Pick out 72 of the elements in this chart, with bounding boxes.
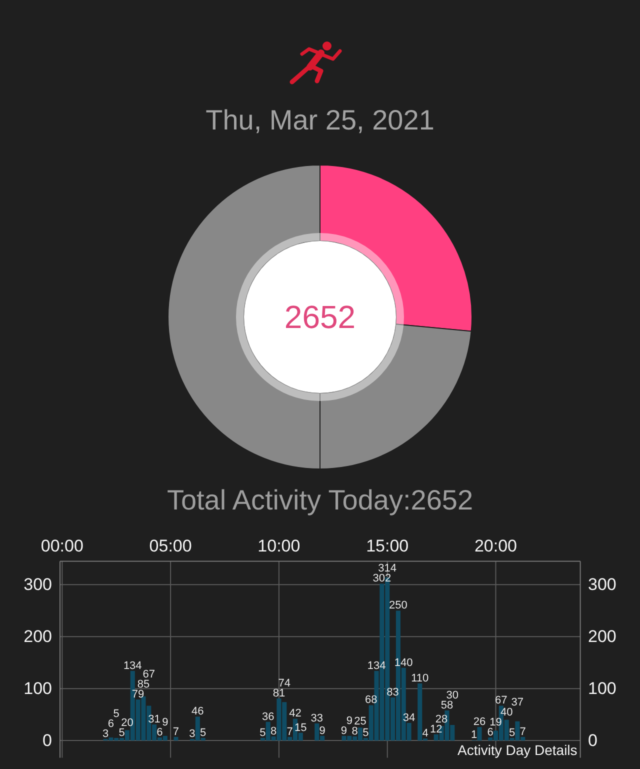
y2-tick-label: 100 <box>588 679 616 698</box>
y-tick-label: 100 <box>24 679 52 698</box>
data-label: 4 <box>422 727 428 740</box>
data-label: 7 <box>172 726 180 738</box>
data-label: 1 <box>471 729 478 742</box>
data-label: 68 <box>364 694 378 706</box>
data-label: 36 <box>262 710 274 723</box>
data-label: 7 <box>286 726 293 738</box>
data-label: 25 <box>354 715 366 728</box>
x-tick-label: 05:00 <box>149 536 192 556</box>
data-label: 81 <box>272 687 286 700</box>
x-tick-label: 10:00 <box>258 536 300 556</box>
annotation: Activity Day Details <box>457 742 578 758</box>
data-label: 8 <box>352 725 358 738</box>
data-label: 302 <box>372 572 392 585</box>
data-label: 8 <box>270 725 277 738</box>
text: 2652 <box>284 299 356 335</box>
data-label: 30 <box>446 689 459 702</box>
data-label: 83 <box>386 686 399 698</box>
data-label: 7 <box>520 726 526 738</box>
data-label: 5 <box>260 726 266 739</box>
data-label: 134 <box>367 660 386 672</box>
data-label: 140 <box>394 656 413 669</box>
data-label: 46 <box>192 706 204 718</box>
data-label: 40 <box>500 706 513 718</box>
data-label: 110 <box>411 672 429 684</box>
y2-tick-label: 300 <box>588 575 616 594</box>
data-label: 79 <box>132 688 144 701</box>
x-tick-label: 00:00 <box>40 536 84 556</box>
data-label: 85 <box>137 678 150 691</box>
y-tick-label: 200 <box>24 627 52 646</box>
data-label: 314 <box>378 562 397 575</box>
y2-tick-label: 0 <box>588 731 598 750</box>
data-label: 15 <box>294 722 307 734</box>
text: Total Activity Today:2652 <box>166 484 474 516</box>
data-label: 5 <box>113 708 120 720</box>
data-label: 37 <box>511 696 524 708</box>
data-label: 6 <box>487 726 494 738</box>
data-label: 5 <box>508 726 516 739</box>
x-tick-label: 15:00 <box>366 536 409 556</box>
x-tick-label: 20:00 <box>474 536 518 556</box>
data-label: 5 <box>200 726 206 739</box>
data-label: 5 <box>118 726 125 739</box>
data-label: 42 <box>289 708 302 720</box>
data-label: 6 <box>156 726 163 738</box>
data-label: 26 <box>473 716 486 728</box>
chart-title: Thu, Mar 25, 2021 <box>206 104 434 136</box>
data-label: 74 <box>278 677 291 690</box>
data-label: 9 <box>162 716 168 728</box>
data-label: 20 <box>121 716 134 729</box>
data-label: 19 <box>490 716 502 728</box>
data-label: 9 <box>346 714 352 727</box>
data-label: 3 <box>102 728 109 740</box>
data-label: 31 <box>148 713 160 726</box>
y-tick-label: 300 <box>24 575 52 594</box>
data-label: 9 <box>319 724 326 737</box>
y2-tick-label: 200 <box>588 627 616 646</box>
bar <box>174 736 178 741</box>
data-label: 67 <box>142 668 156 681</box>
data-label: 250 <box>389 600 408 612</box>
data-label: 33 <box>310 712 324 724</box>
data-label: 58 <box>440 699 454 712</box>
data-label: 3 <box>189 728 196 740</box>
data-label: 12 <box>430 723 442 736</box>
data-label: 6 <box>108 718 114 730</box>
data-label: 9 <box>340 724 348 737</box>
data-label: 34 <box>402 712 416 724</box>
data-label: 134 <box>123 660 142 672</box>
data-label: 67 <box>495 694 508 707</box>
data-label: 28 <box>435 713 448 726</box>
data-label: 5 <box>362 726 369 739</box>
y-tick-label: 0 <box>42 731 52 750</box>
